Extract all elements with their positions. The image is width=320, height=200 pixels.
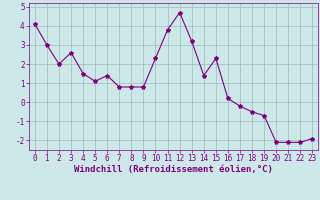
X-axis label: Windchill (Refroidissement éolien,°C): Windchill (Refroidissement éolien,°C) [74,165,273,174]
